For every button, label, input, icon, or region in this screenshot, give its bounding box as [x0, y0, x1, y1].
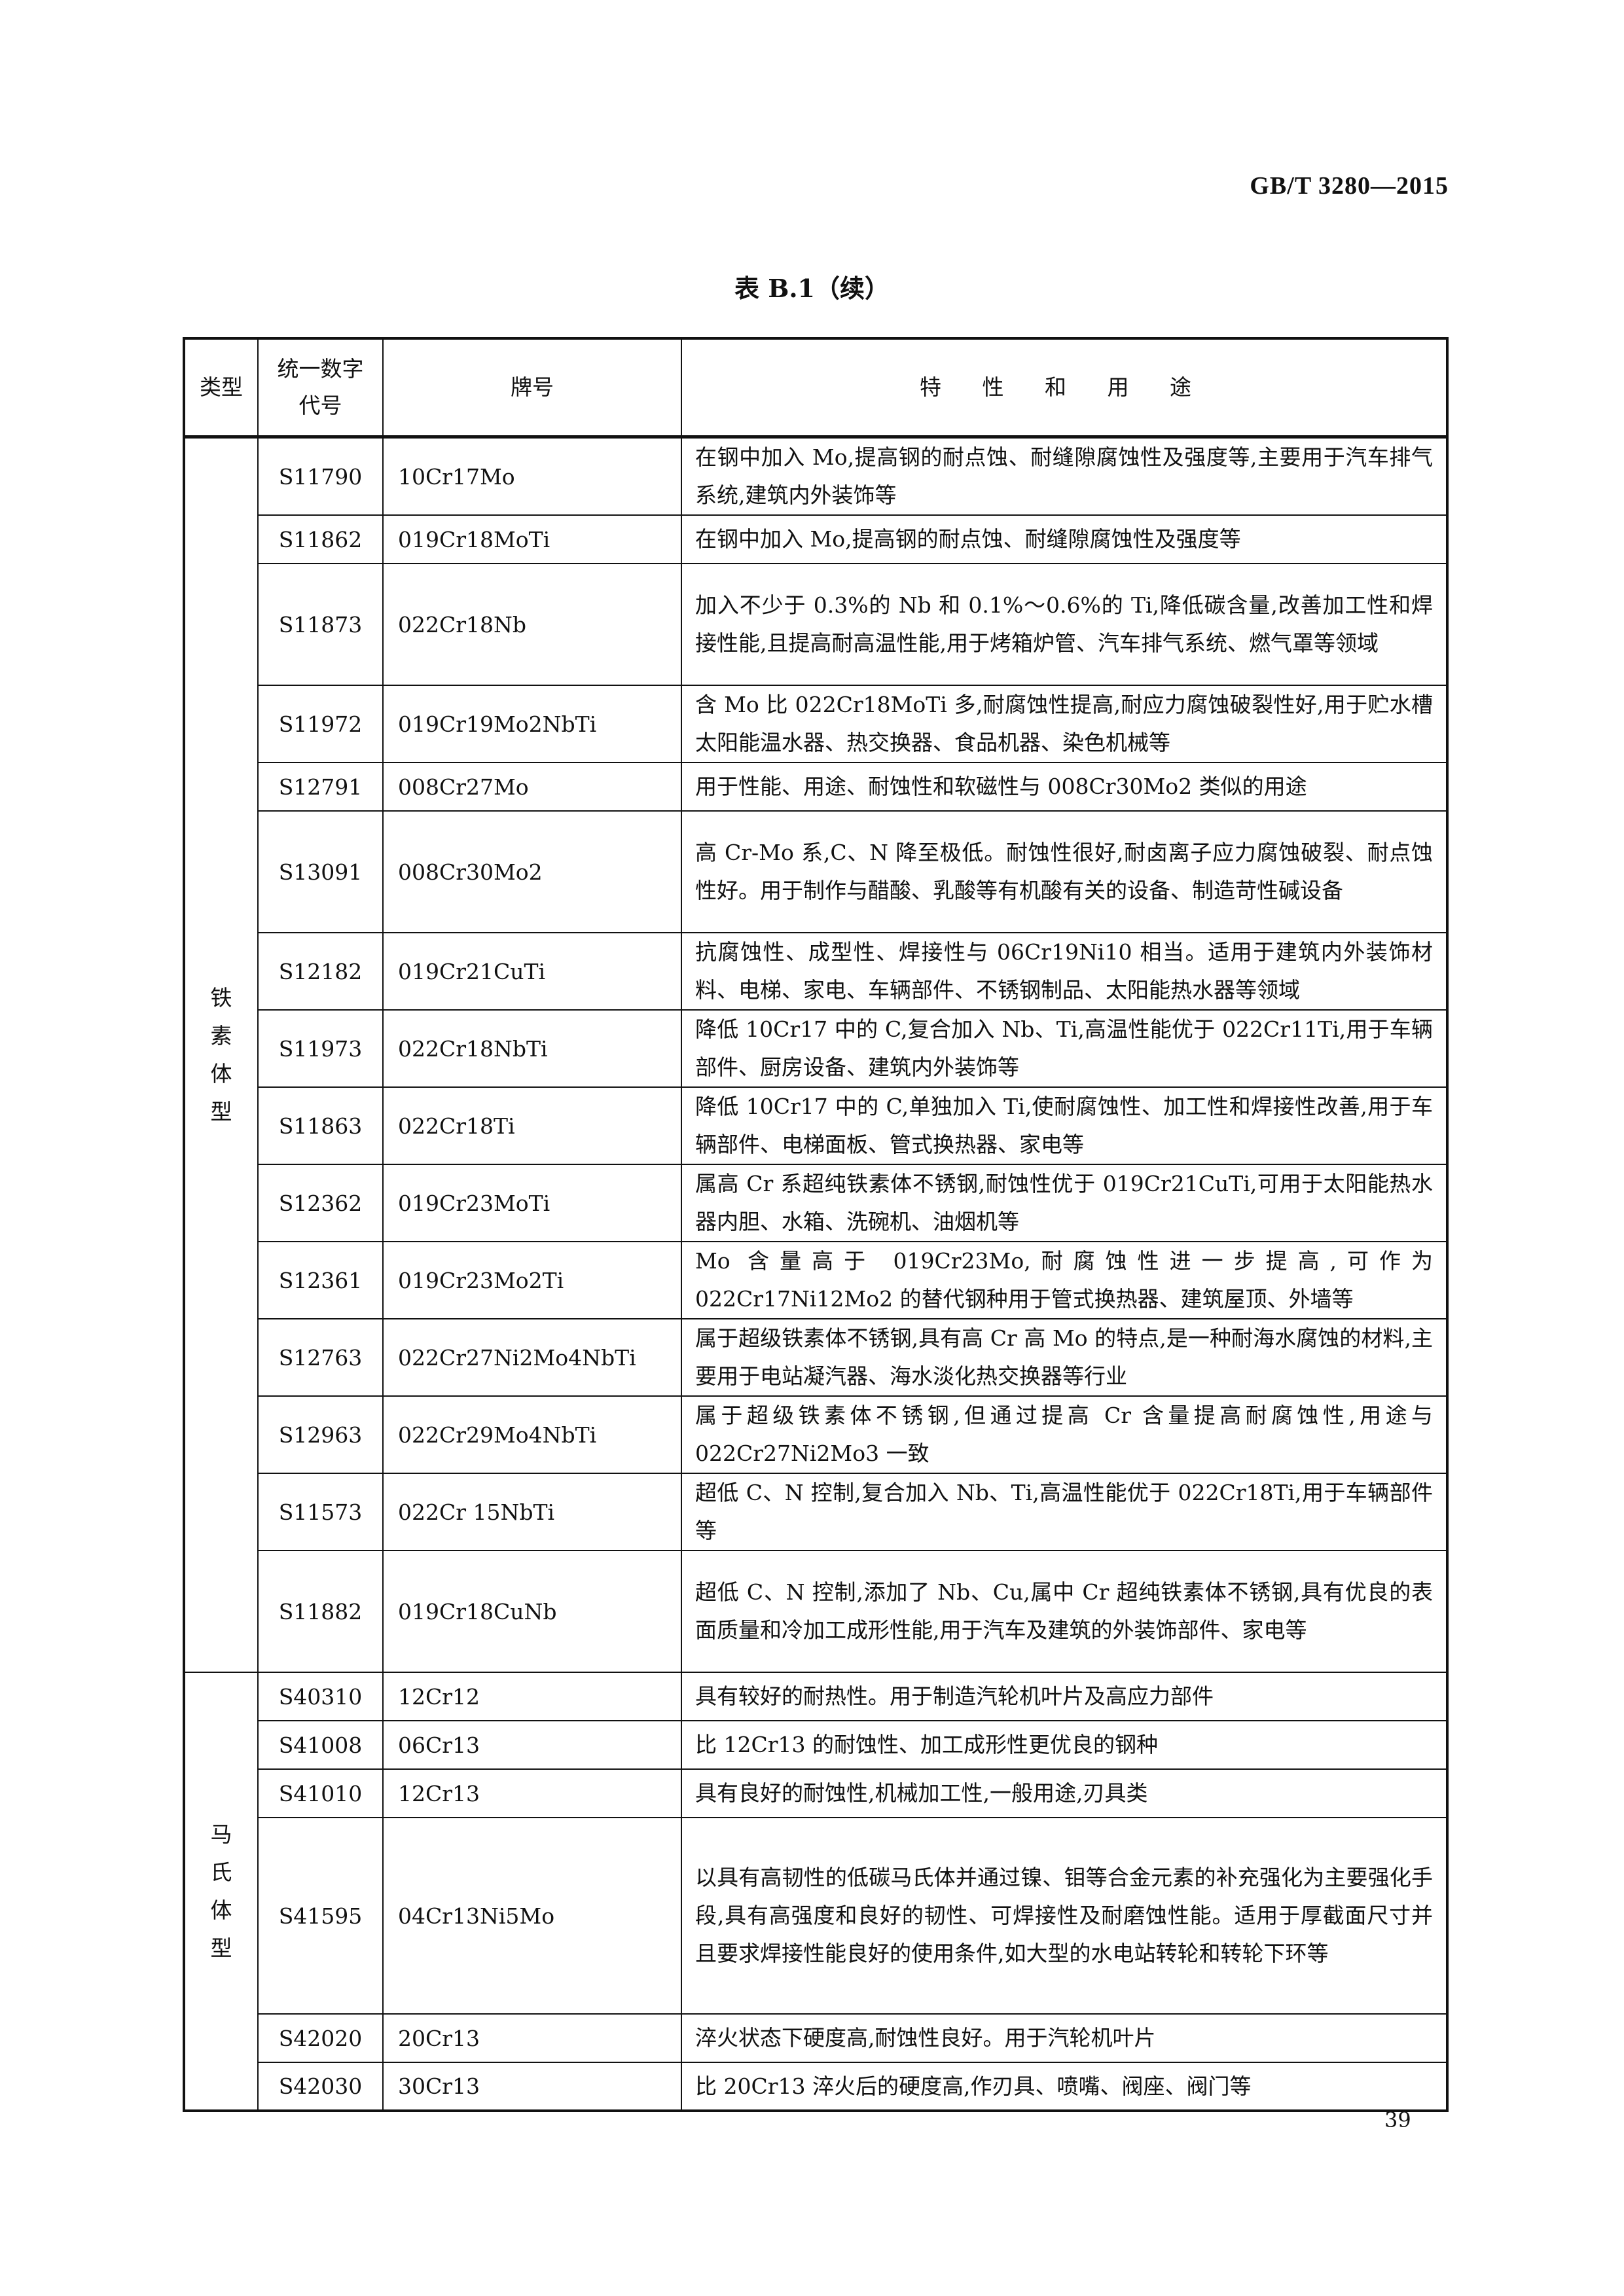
- description-cell: Mo 含量高于 019Cr23Mo,耐腐蚀性进一步提高,可作为 022Cr17N…: [681, 1241, 1448, 1319]
- code-cell: S11863: [257, 1086, 384, 1165]
- table-row: S13091 008Cr30Mo2 高 Cr-Mo 系,C、N 降至极低。耐蚀性很好…: [184, 810, 1448, 933]
- grade-cell: 008Cr30Mo2: [382, 810, 682, 933]
- table-body: 铁素体型 S11790 10Cr17Mo 在钢中加入 Mo,提高钢的耐点蚀、耐缝隙腐蚀…: [183, 436, 1448, 2111]
- description-cell: 高 Cr-Mo 系,C、N 降至极低。耐蚀性很好,耐卤离子应力腐蚀破裂、耐点蚀性…: [681, 810, 1448, 933]
- code-cell: S12763: [257, 1318, 384, 1397]
- grade-cell: 019Cr18CuNb: [382, 1550, 682, 1673]
- grade-cell: 019Cr21CuTi: [382, 932, 682, 1011]
- header-category: 类型: [183, 338, 259, 439]
- code-cell: S42030: [257, 2062, 384, 2111]
- description-cell: 降低 10Cr17 中的 C,复合加入 Nb、Ti,高温性能优于 022Cr11…: [681, 1009, 1448, 1088]
- table-row: S42020 20Cr13 淬火状态下硬度高,耐蚀性良好。用于汽轮机叶片: [184, 2013, 1448, 2063]
- description-cell: 以具有高韧性的低碳马氏体并通过镍、钼等合金元素的补充强化为主要强化手段,具有高强…: [681, 1817, 1448, 2015]
- code-cell: S11972: [257, 685, 384, 763]
- table-row: S12791 008Cr27Mo 用于性能、用途、耐蚀性和软磁性与 008Cr30M…: [184, 762, 1448, 812]
- code-cell: S12963: [257, 1395, 384, 1474]
- header-code: 统一数字代号: [257, 338, 384, 439]
- table-row: S11862 019Cr18MoTi 在钢中加入 Mo,提高钢的耐点蚀、耐缝隙腐蚀性…: [184, 514, 1448, 564]
- grade-cell: 022Cr18Nb: [382, 563, 682, 686]
- table-row: S11863 022Cr18Ti 降低 10Cr17 中的 C,单独加入 Ti,使耐…: [184, 1086, 1448, 1165]
- table-row: S41008 06Cr13 比 12Cr13 的耐蚀性、加工成形性更优良的钢种: [184, 1720, 1448, 1770]
- code-cell: S11873: [257, 563, 384, 686]
- description-cell: 用于性能、用途、耐蚀性和软磁性与 008Cr30Mo2 类似的用途: [681, 762, 1448, 812]
- description-cell: 在钢中加入 Mo,提高钢的耐点蚀、耐缝隙腐蚀性及强度等: [681, 514, 1448, 564]
- grade-cell: 008Cr27Mo: [382, 762, 682, 812]
- description-cell: 具有较好的耐热性。用于制造汽轮机叶片及高应力部件: [681, 1672, 1448, 1721]
- table-row: 铁素体型 S11790 10Cr17Mo 在钢中加入 Mo,提高钢的耐点蚀、耐缝隙腐蚀…: [183, 436, 1448, 1673]
- code-cell: S40310: [257, 1672, 384, 1721]
- steel-grades-table: 类型 统一数字代号 牌号 特 性 和 用 途 铁素体型 S11790 10Cr17M…: [183, 337, 1449, 2112]
- category-cell: 马氏体型: [183, 1672, 259, 2111]
- table-row: S11573 022Cr 15NbTi 超低 C、N 控制,复合加入 Nb、Ti,高…: [184, 1473, 1448, 1551]
- grade-cell: 022Cr18NbTi: [382, 1009, 682, 1088]
- description-cell: 具有良好的耐蚀性,机械加工性,一般用途,刃具类: [681, 1768, 1448, 1818]
- description-cell: 超低 C、N 控制,添加了 Nb、Cu,属中 Cr 超纯铁素体不锈钢,具有优良的…: [681, 1550, 1448, 1673]
- table-header-row: 类型 统一数字代号 牌号 特 性 和 用 途: [183, 338, 1448, 439]
- table-row: S12361 019Cr23Mo2Ti Mo 含量高于 019Cr23Mo,耐腐蚀性…: [184, 1241, 1448, 1319]
- grade-cell: 10Cr17Mo: [382, 436, 682, 516]
- grade-cell: 12Cr13: [382, 1768, 682, 1818]
- code-cell: S42020: [257, 2013, 384, 2063]
- category-label: 铁素体型: [210, 985, 232, 1124]
- grade-cell: 06Cr13: [382, 1720, 682, 1770]
- standard-number: GB/T 3280—2015: [1250, 172, 1449, 200]
- table-row: S11972 019Cr19Mo2NbTi 含 Mo 比 022Cr18MoTi 多…: [184, 685, 1448, 763]
- code-cell: S11882: [257, 1550, 384, 1673]
- grade-cell: 022Cr18Ti: [382, 1086, 682, 1165]
- code-cell: S41008: [257, 1720, 384, 1770]
- description-cell: 抗腐蚀性、成型性、焊接性与 06Cr19Ni10 相当。适用于建筑内外装饰材料、…: [681, 932, 1448, 1011]
- description-cell: 淬火状态下硬度高,耐蚀性良好。用于汽轮机叶片: [681, 2013, 1448, 2063]
- code-cell: S11573: [257, 1473, 384, 1551]
- table-row: S42030 30Cr13 比 20Cr13 淬火后的硬度高,作刃具、喷嘴、阀座、阀…: [184, 2062, 1448, 2111]
- table-row: S41010 12Cr13 具有良好的耐蚀性,机械加工性,一般用途,刃具类: [184, 1768, 1448, 1818]
- code-cell: S11790: [257, 436, 384, 516]
- table-row: S12362 019Cr23MoTi 属高 Cr 系超纯铁素体不锈钢,耐蚀性优于 0…: [184, 1164, 1448, 1242]
- table-row: S41595 04Cr13Ni5Mo 以具有高韧性的低碳马氏体并通过镍、钼等合金元素…: [184, 1817, 1448, 2015]
- code-cell: S13091: [257, 810, 384, 933]
- page-number: 39: [1384, 2108, 1411, 2132]
- description-cell: 属于超级铁素体不锈钢,具有高 Cr 高 Mo 的特点,是一种耐海水腐蚀的材料,主…: [681, 1318, 1448, 1397]
- category-cell: 铁素体型: [183, 436, 259, 1673]
- description-cell: 含 Mo 比 022Cr18MoTi 多,耐腐蚀性提高,耐应力腐蚀破裂性好,用于…: [681, 685, 1448, 763]
- grade-cell: 019Cr18MoTi: [382, 514, 682, 564]
- code-cell: S12182: [257, 932, 384, 1011]
- header-features: 特 性 和 用 途: [681, 338, 1448, 439]
- code-cell: S11862: [257, 514, 384, 564]
- table-row: S12182 019Cr21CuTi 抗腐蚀性、成型性、焊接性与 06Cr19Ni1…: [184, 932, 1448, 1011]
- grade-cell: 019Cr23MoTi: [382, 1164, 682, 1242]
- table-row: S12763 022Cr27Ni2Mo4NbTi 属于超级铁素体不锈钢,具有高 Cr…: [184, 1318, 1448, 1397]
- header-grade: 牌号: [382, 338, 682, 439]
- description-cell: 比 12Cr13 的耐蚀性、加工成形性更优良的钢种: [681, 1720, 1448, 1770]
- grade-cell: 019Cr23Mo2Ti: [382, 1241, 682, 1319]
- code-cell: S41595: [257, 1817, 384, 2015]
- table-row: S11882 019Cr18CuNb 超低 C、N 控制,添加了 Nb、Cu,属中 …: [184, 1550, 1448, 1673]
- grade-cell: 04Cr13Ni5Mo: [382, 1817, 682, 2015]
- code-cell: S41010: [257, 1768, 384, 1818]
- description-cell: 加入不少于 0.3%的 Nb 和 0.1%～0.6%的 Ti,降低碳含量,改善加…: [681, 563, 1448, 686]
- grade-cell: 022Cr27Ni2Mo4NbTi: [382, 1318, 682, 1397]
- grade-cell: 30Cr13: [382, 2062, 682, 2111]
- grade-cell: 022Cr29Mo4NbTi: [382, 1395, 682, 1474]
- description-cell: 在钢中加入 Mo,提高钢的耐点蚀、耐缝隙腐蚀性及强度等,主要用于汽车排气系统,建…: [681, 436, 1448, 516]
- table-title: 表 B.1（续）: [734, 274, 890, 303]
- grade-cell: 20Cr13: [382, 2013, 682, 2063]
- grade-cell: 12Cr12: [382, 1672, 682, 1721]
- grade-cell: 022Cr 15NbTi: [382, 1473, 682, 1551]
- description-cell: 属于超级铁素体不锈钢,但通过提高 Cr 含量提高耐腐蚀性,用途与 022Cr27…: [681, 1395, 1448, 1474]
- table-row: S11973 022Cr18NbTi 降低 10Cr17 中的 C,复合加入 Nb、…: [184, 1009, 1448, 1088]
- description-cell: 比 20Cr13 淬火后的硬度高,作刃具、喷嘴、阀座、阀门等: [681, 2062, 1448, 2111]
- grade-cell: 019Cr19Mo2NbTi: [382, 685, 682, 763]
- code-cell: S12362: [257, 1164, 384, 1242]
- code-cell: S11973: [257, 1009, 384, 1088]
- description-cell: 属高 Cr 系超纯铁素体不锈钢,耐蚀性优于 019Cr21CuTi,可用于太阳能…: [681, 1164, 1448, 1242]
- table-row: S11873 022Cr18Nb 加入不少于 0.3%的 Nb 和 0.1%～0.6…: [184, 563, 1448, 686]
- code-cell: S12361: [257, 1241, 384, 1319]
- code-cell: S12791: [257, 762, 384, 812]
- table-row: 马氏体型 S40310 12Cr12 具有较好的耐热性。用于制造汽轮机叶片及高应力部件: [183, 1672, 1448, 2111]
- category-label: 马氏体型: [210, 1821, 232, 1961]
- table-row: S12963 022Cr29Mo4NbTi 属于超级铁素体不锈钢,但通过提高 Cr …: [184, 1395, 1448, 1474]
- description-cell: 超低 C、N 控制,复合加入 Nb、Ti,高温性能优于 022Cr18Ti,用于…: [681, 1473, 1448, 1551]
- description-cell: 降低 10Cr17 中的 C,单独加入 Ti,使耐腐蚀性、加工性和焊接性改善,用…: [681, 1086, 1448, 1165]
